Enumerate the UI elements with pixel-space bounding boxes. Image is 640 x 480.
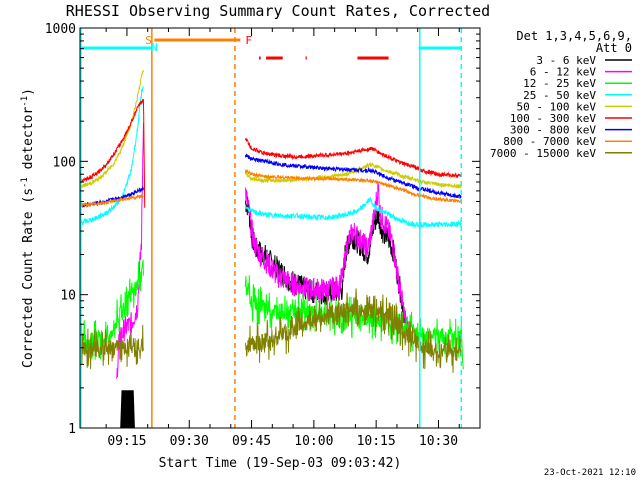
legend-label: 800 - 7000 keV — [503, 135, 596, 148]
y-axis-label-part: Corrected Count Rate (s — [21, 188, 36, 368]
chart-title: RHESSI Observing Summary Count Rates, Co… — [66, 2, 490, 20]
flag-letters: SN F — [145, 34, 252, 54]
y-axis-label: Corrected Count Rate (s-1 detector-1) — [20, 88, 36, 368]
series-line — [244, 197, 462, 229]
legend-label: 3 - 6 keV — [536, 54, 596, 67]
x-tick-label: 09:30 — [170, 434, 209, 449]
series-line — [244, 161, 462, 189]
y-axis-label-sup: -1 — [20, 96, 30, 107]
y-tick-label: 1000 — [45, 22, 76, 37]
y-axis-label-sup: -1 — [20, 177, 30, 188]
x-tick-label: 10:00 — [294, 434, 333, 449]
legend-label: 12 - 25 keV — [523, 77, 596, 90]
plot-frame — [79, 27, 481, 429]
legend-label: 50 - 100 keV — [517, 100, 597, 113]
legend-label: 25 - 50 keV — [523, 89, 596, 102]
legend-label: 6 - 12 keV — [530, 66, 597, 79]
series-line — [244, 180, 410, 342]
series-line — [80, 324, 144, 370]
legend-header-line-2: Att 0 — [596, 41, 632, 55]
y-tick-label: 1 — [68, 422, 76, 437]
mode-lines — [80, 28, 463, 428]
data-series — [80, 69, 464, 429]
x-tick-label: 09:45 — [232, 434, 271, 449]
x-tick-label: 09:15 — [107, 434, 146, 449]
flag-bars — [80, 38, 462, 60]
series-line — [120, 390, 135, 429]
series-line — [244, 275, 464, 370]
legend-label: 7000 - 15000 keV — [490, 147, 596, 160]
flag-letter: F — [245, 34, 252, 47]
x-axis-label: Start Time (19-Sep-03 09:03:42) — [159, 456, 402, 471]
y-axis-label-part: ) — [21, 88, 36, 96]
flag-letter: S — [145, 34, 152, 47]
legend-header-line-1: Det 1,3,4,5,6,9, — [516, 29, 632, 43]
series-line — [80, 259, 144, 362]
legend-label: 300 - 800 keV — [510, 124, 596, 137]
timestamp: 23-Oct-2021 12:10 — [544, 468, 636, 478]
series-line — [244, 153, 462, 199]
series-line — [80, 86, 144, 227]
series-line — [80, 193, 144, 209]
y-axis-label-part: detector — [21, 107, 36, 178]
x-tick-label: 10:30 — [419, 434, 458, 449]
x-tick-label: 10:15 — [357, 434, 396, 449]
series-line — [245, 288, 462, 373]
x-axis-ticks: 09:15 09:30 09:45 10:00 10:15 10:30 — [105, 28, 460, 449]
y-axis-ticks: 1 10 100 1000 — [45, 22, 480, 437]
legend-label: 100 - 300 keV — [510, 112, 596, 125]
flag-letter: N — [151, 41, 158, 54]
series-line — [244, 169, 462, 204]
y-tick-label: 100 — [53, 155, 76, 170]
series-line — [80, 69, 144, 189]
series-line — [80, 98, 146, 208]
y-tick-label: 10 — [60, 289, 76, 304]
series-line — [244, 137, 462, 179]
